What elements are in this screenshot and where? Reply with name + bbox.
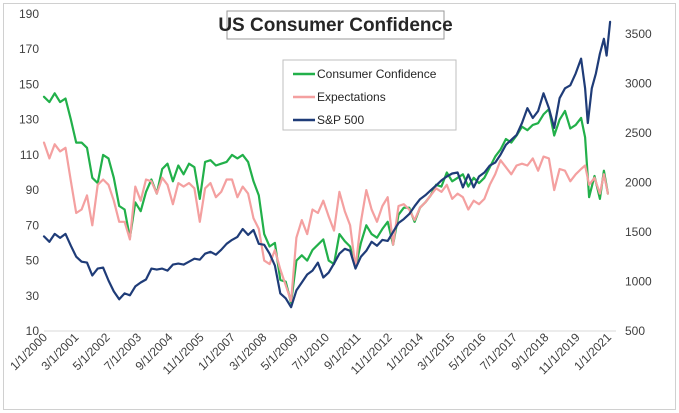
y-left-tick-label: 130: [19, 113, 39, 127]
legend-entry: S&P 500: [317, 113, 364, 127]
legend: Consumer Confidence Expectations S&P 500: [282, 59, 457, 131]
series-line-s-p-500: [42, 20, 612, 309]
y-right-tick-label: 1000: [625, 274, 652, 288]
y-right-tick-label: 1500: [625, 225, 652, 239]
y-left-tick-label: 70: [26, 218, 40, 232]
y-right-tick-label: 3000: [625, 76, 652, 90]
y-left-tick-label: 90: [26, 183, 40, 197]
y-right-tick-label: 2500: [625, 126, 652, 140]
chart-title: US Consumer Confidence: [218, 10, 453, 40]
legend-entry: Expectations: [317, 90, 386, 104]
y-left-tick-label: 50: [26, 254, 40, 268]
y-right-tick-label: 500: [625, 324, 645, 338]
y-left-tick-label: 10: [26, 324, 40, 338]
y-left-tick-label: 170: [19, 42, 39, 56]
y-left-tick-label: 190: [19, 7, 39, 21]
y-right-tick-label: 3500: [625, 27, 652, 41]
series-lines: [42, 20, 612, 309]
y-left-tick-label: 150: [19, 77, 39, 91]
y-left-tick-label: 30: [26, 289, 40, 303]
y-right-tick-label: 2000: [625, 175, 652, 189]
svg-text:US Consumer Confidence: US Consumer Confidence: [218, 15, 452, 36]
legend-entry: Consumer Confidence: [317, 67, 437, 81]
y-left-tick-label: 110: [20, 148, 39, 162]
series-line-expectations: [42, 141, 609, 303]
legend-box: [282, 59, 457, 131]
